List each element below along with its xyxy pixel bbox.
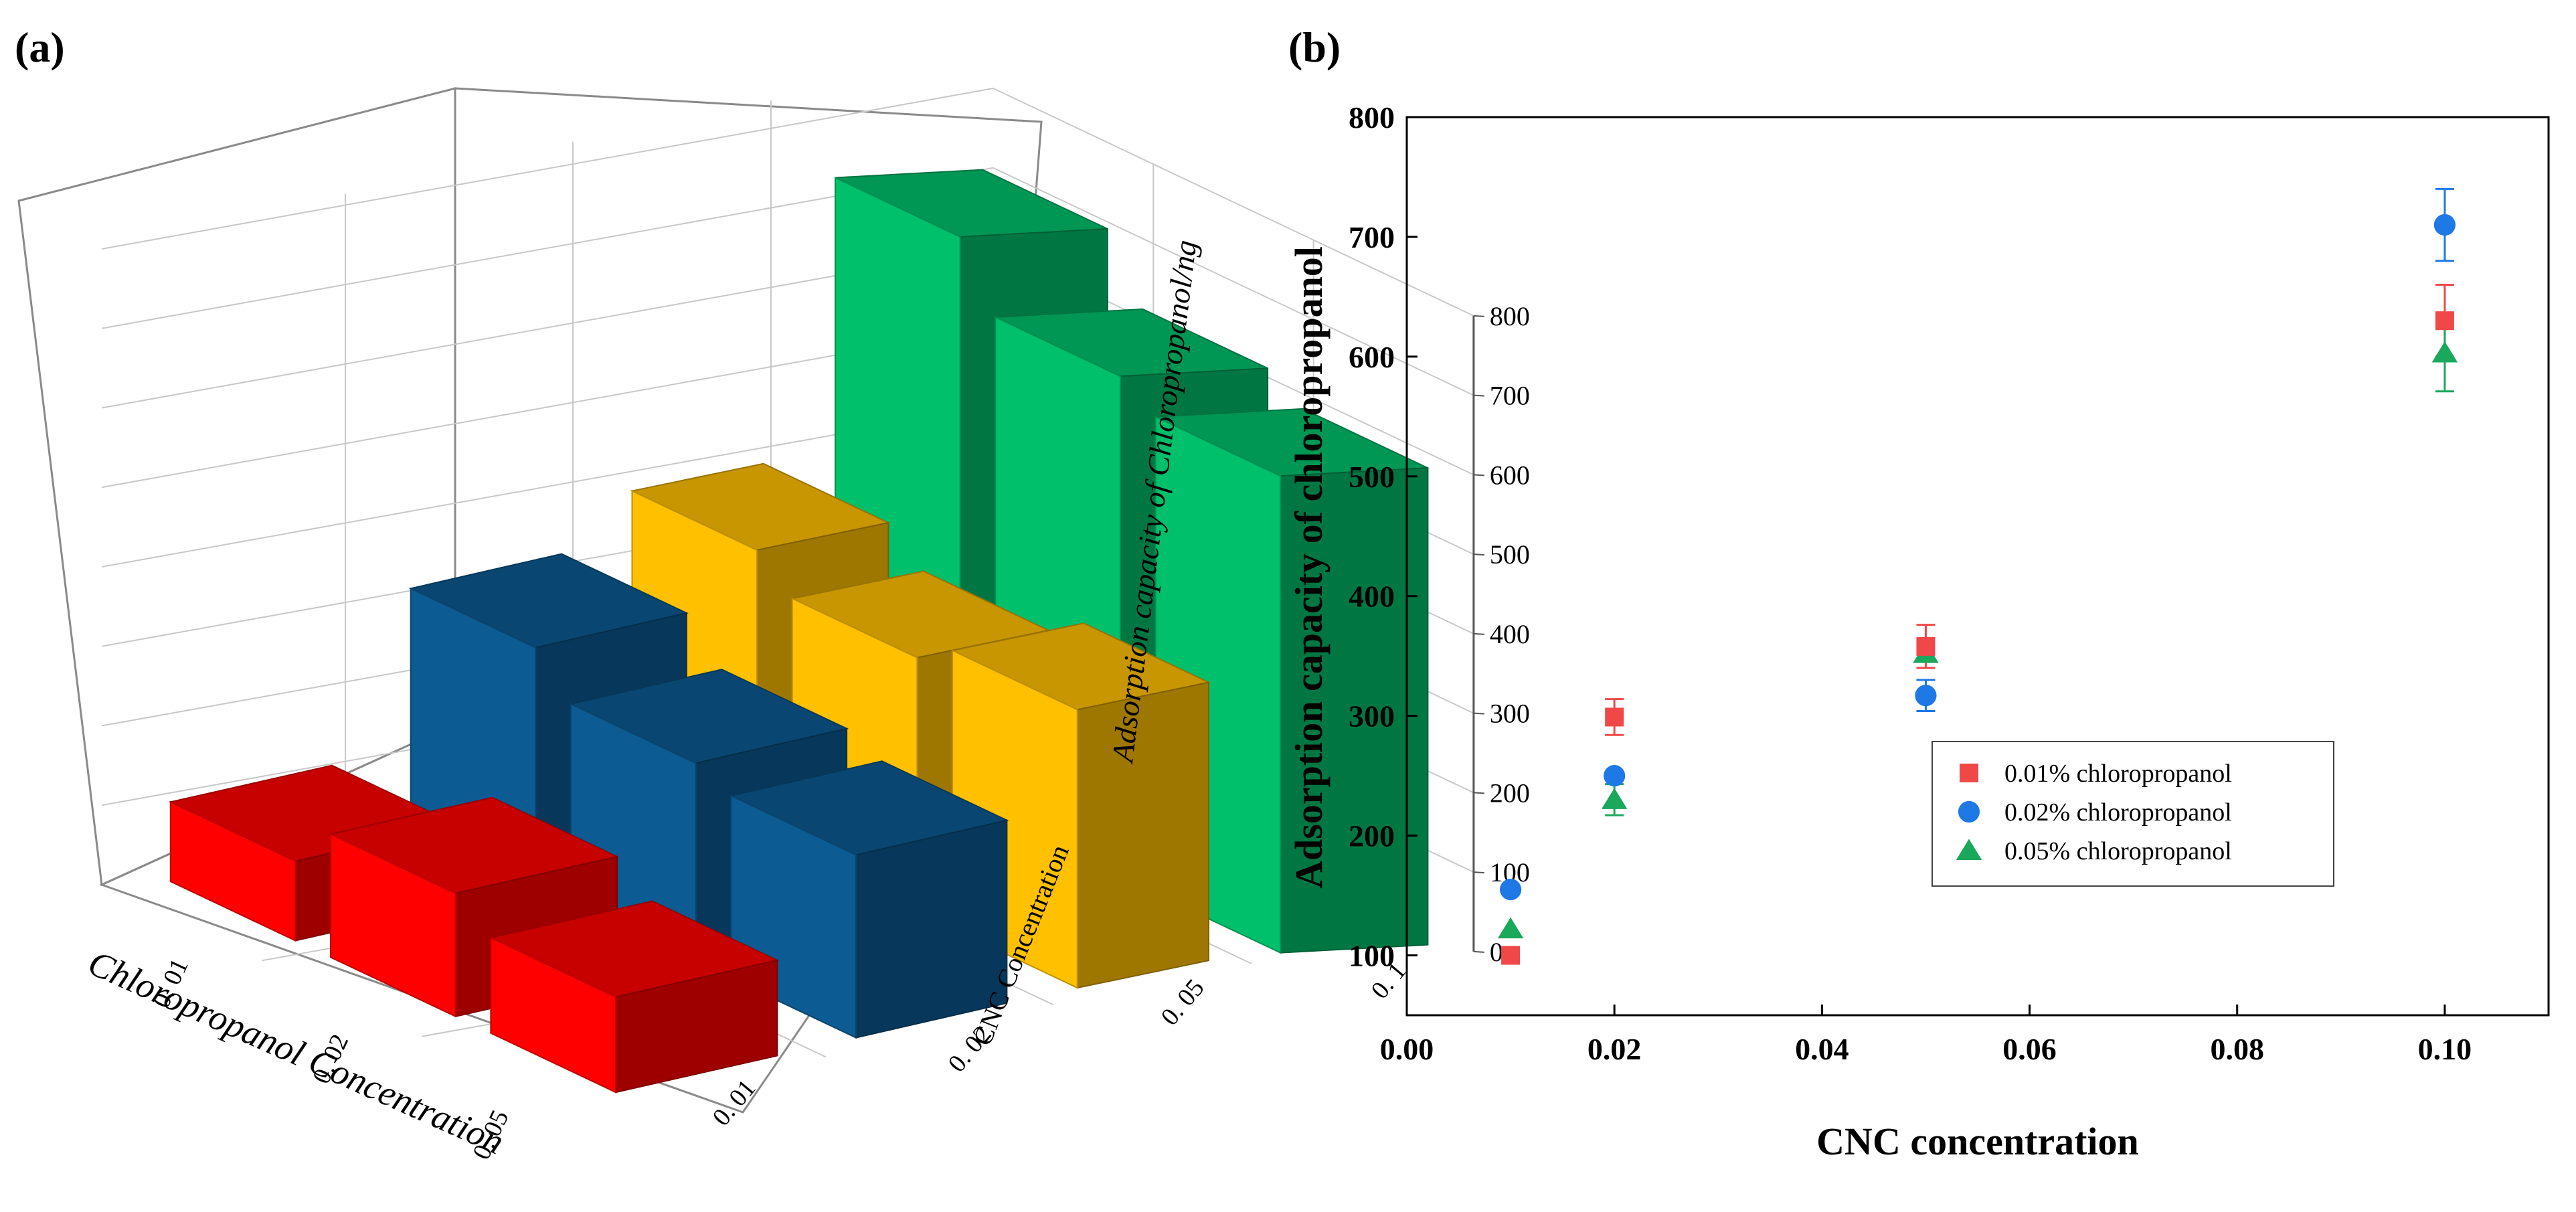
- data-point-square: [1916, 636, 1936, 656]
- data-points: [1497, 187, 2458, 965]
- legend: 0.01% chloropropanol 0.02% chloropropanol…: [1931, 741, 2334, 887]
- legend-marker-circle: [1958, 800, 1980, 823]
- plot-frame: [1405, 116, 2550, 1017]
- z-tick-label: 800: [1490, 301, 1530, 331]
- legend-marker-square: [1960, 764, 1978, 782]
- grid-line: [993, 88, 1474, 317]
- z-tick: [1473, 792, 1484, 794]
- legend-marker-triangle: [1956, 839, 1982, 860]
- x-tick-label: 0.04: [1795, 1032, 1849, 1066]
- y-tick-label: 800: [1349, 100, 1395, 135]
- y-tick-label: 200: [1349, 819, 1395, 853]
- panel-b-scatter-chart: (b) 100 200 300 400 500 600 700 800 0.00 0.02 0.04…: [1287, 23, 2550, 1163]
- x-tick-label: 0.06: [2002, 1032, 2057, 1066]
- cnc-tick-label: 0. 01: [707, 1074, 762, 1131]
- z-tick-label: 600: [1490, 460, 1530, 490]
- grid-line: [101, 88, 994, 250]
- legend-label: 0.05% chloropropanol: [2004, 837, 2232, 865]
- axes: 100 200 300 400 500 600 700 800 0.00 0.02 0.04 0.06…: [1349, 100, 2472, 1066]
- y-axis-title: Adsorption capacity of chloropropanol: [1287, 246, 1330, 889]
- z-tick-label: 700: [1490, 381, 1530, 411]
- grid-line: [993, 167, 1474, 396]
- x-tick-label: 0.02: [1587, 1032, 1642, 1066]
- y-tick-label: 600: [1349, 340, 1395, 374]
- bar-front: [330, 833, 456, 1018]
- data-point-circle: [1604, 765, 1626, 787]
- bar-front: [169, 800, 296, 942]
- data-point-triangle: [1601, 788, 1628, 809]
- x-tick-label: 0.00: [1380, 1032, 1434, 1066]
- panel-b-label: (b): [1288, 23, 1341, 71]
- x-tick-label: 0.10: [2418, 1032, 2472, 1066]
- y-tick-label: 500: [1349, 460, 1395, 494]
- z-tick: [1473, 553, 1484, 556]
- legend-box: [1931, 741, 2334, 887]
- z-tick-label: 200: [1490, 778, 1530, 808]
- legend-label: 0.01% chloropropanol: [2004, 760, 2232, 788]
- legend-label: 0.02% chloropropanol: [2004, 798, 2232, 827]
- z-tick-label: 400: [1490, 619, 1530, 649]
- data-point-square: [1501, 946, 1521, 965]
- z-tick-label: 500: [1490, 539, 1530, 570]
- bars-3d: [168, 169, 1429, 1094]
- x-tick-label: 0.08: [2210, 1032, 2264, 1066]
- left-wall: [17, 87, 456, 887]
- y-tick-label: 400: [1349, 580, 1395, 614]
- data-point-circle: [1499, 879, 1522, 901]
- data-point-triangle: [2431, 341, 2458, 363]
- y-tick-label: 100: [1349, 939, 1395, 973]
- z-tick: [1473, 474, 1484, 477]
- y-tick-label: 300: [1349, 699, 1395, 733]
- x-axis-title: CNC concentration: [1816, 1120, 2139, 1163]
- bar-front: [490, 936, 617, 1094]
- z-tick-label: 300: [1490, 699, 1530, 729]
- data-point-square: [2435, 311, 2454, 331]
- cnc-tick-label: 0. 05: [1156, 974, 1210, 1031]
- z-tick: [1473, 712, 1484, 715]
- y-tick-label: 700: [1349, 220, 1395, 254]
- bar-cnc-0-chloro-2: [489, 900, 780, 1094]
- z-tick-label: 0: [1490, 937, 1503, 967]
- data-point-circle: [2433, 213, 2456, 236]
- data-point-triangle: [1497, 917, 1524, 939]
- data-point-square: [1605, 707, 1624, 727]
- z-tick: [1473, 871, 1484, 874]
- bar-cnc-1-chloro-2: [729, 760, 1009, 1039]
- z-tick: [1473, 315, 1484, 317]
- data-point-circle: [1915, 685, 1937, 707]
- panel-a-label: (a): [15, 23, 65, 71]
